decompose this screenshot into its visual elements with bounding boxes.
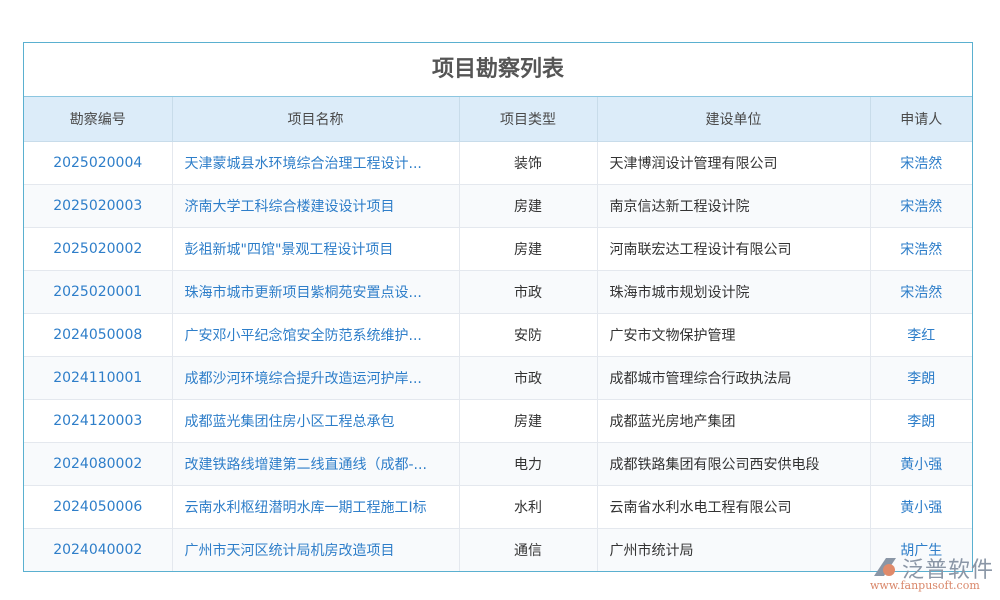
builder: 河南联宏达工程设计有限公司 xyxy=(597,227,871,271)
applicant[interactable]: 黄小强 xyxy=(870,485,972,529)
builder: 南京信达新工程设计院 xyxy=(597,184,871,228)
fanpusoft-logo: 泛普软件 www.fanpusoft.com xyxy=(868,552,996,596)
applicant[interactable]: 李朗 xyxy=(870,399,972,443)
project-name-link[interactable]: 成都蓝光集团住房小区工程总承包 xyxy=(172,399,460,443)
applicant[interactable]: 宋浩然 xyxy=(870,270,972,314)
project-type: 房建 xyxy=(459,227,598,271)
project-type: 安防 xyxy=(459,313,598,357)
survey-table: 勘察编号 项目名称 项目类型 建设单位 申请人 2025020004 天津蒙城县水环境综合… xyxy=(24,97,972,571)
applicant[interactable]: 宋浩然 xyxy=(870,227,972,271)
table-row: 2024080002 改建铁路线增建第二线直通线（成都-... 电力 成都铁路集团有限… xyxy=(24,442,972,486)
project-name-link[interactable]: 改建铁路线增建第二线直通线（成都-... xyxy=(172,442,460,486)
survey-id[interactable]: 2024120003 xyxy=(24,399,173,443)
col-applicant-header: 申请人 xyxy=(870,97,972,142)
applicant[interactable]: 宋浩然 xyxy=(870,141,972,185)
project-type: 市政 xyxy=(459,356,598,400)
project-name-link[interactable]: 广安邓小平纪念馆安全防范系统维护... xyxy=(172,313,460,357)
project-type: 市政 xyxy=(459,270,598,314)
col-project-type-header: 项目类型 xyxy=(459,97,598,142)
survey-id[interactable]: 2024050006 xyxy=(24,485,173,529)
survey-id[interactable]: 2024110001 xyxy=(24,356,173,400)
project-name-link[interactable]: 广州市天河区统计局机房改造项目 xyxy=(172,528,460,571)
builder: 成都城市管理综合行政执法局 xyxy=(597,356,871,400)
table-row: 2024050006 云南水利枢纽潜明水库一期工程施工I标 水利 云南省水利水电工程有… xyxy=(24,485,972,529)
survey-id[interactable]: 2024080002 xyxy=(24,442,173,486)
table-row: 2024110001 成都沙河环境综合提升改造运河护岸... 市政 成都城市管理综合行… xyxy=(24,356,972,400)
survey-id[interactable]: 2025020003 xyxy=(24,184,173,228)
builder: 云南省水利水电工程有限公司 xyxy=(597,485,871,529)
builder: 珠海市城市规划设计院 xyxy=(597,270,871,314)
project-name-link[interactable]: 天津蒙城县水环境综合治理工程设计... xyxy=(172,141,460,185)
col-survey-id-header: 勘察编号 xyxy=(24,97,173,142)
applicant[interactable]: 李朗 xyxy=(870,356,972,400)
survey-id[interactable]: 2025020002 xyxy=(24,227,173,271)
project-type: 装饰 xyxy=(459,141,598,185)
builder: 广安市文物保护管理 xyxy=(597,313,871,357)
project-type: 房建 xyxy=(459,399,598,443)
table-row: 2025020003 济南大学工科综合楼建设设计项目 房建 南京信达新工程设计院 宋浩然 xyxy=(24,184,972,228)
table-row: 2024120003 成都蓝光集团住房小区工程总承包 房建 成都蓝光房地产集团 李朗 xyxy=(24,399,972,443)
survey-list-panel: 项目勘察列表 勘察编号 项目名称 项目类型 建设单位 申请人 2025020004 天津蒙… xyxy=(23,42,973,572)
col-builder-header: 建设单位 xyxy=(597,97,871,142)
survey-id[interactable]: 2025020004 xyxy=(24,141,173,185)
table-row: 2025020002 彭祖新城"四馆"景观工程设计项目 房建 河南联宏达工程设计有限公… xyxy=(24,227,972,271)
table-row: 2025020004 天津蒙城县水环境综合治理工程设计... 装饰 天津博润设计管理有… xyxy=(24,141,972,185)
project-name-link[interactable]: 彭祖新城"四馆"景观工程设计项目 xyxy=(172,227,460,271)
applicant[interactable]: 黄小强 xyxy=(870,442,972,486)
project-type: 房建 xyxy=(459,184,598,228)
project-name-link[interactable]: 济南大学工科综合楼建设设计项目 xyxy=(172,184,460,228)
project-name-link[interactable]: 成都沙河环境综合提升改造运河护岸... xyxy=(172,356,460,400)
logo-url: www.fanpusoft.com xyxy=(870,579,980,592)
survey-id[interactable]: 2024040002 xyxy=(24,528,173,571)
applicant[interactable]: 宋浩然 xyxy=(870,184,972,228)
logo-name: 泛普软件 xyxy=(902,558,995,583)
project-type: 通信 xyxy=(459,528,598,571)
table-row: 2024050008 广安邓小平纪念馆安全防范系统维护... 安防 广安市文物保护管理… xyxy=(24,313,972,357)
survey-id[interactable]: 2025020001 xyxy=(24,270,173,314)
builder: 成都蓝光房地产集团 xyxy=(597,399,871,443)
applicant[interactable]: 李红 xyxy=(870,313,972,357)
col-project-name-header: 项目名称 xyxy=(172,97,460,142)
project-type: 电力 xyxy=(459,442,598,486)
builder: 成都铁路集团有限公司西安供电段 xyxy=(597,442,871,486)
project-type: 水利 xyxy=(459,485,598,529)
builder: 广州市统计局 xyxy=(597,528,871,571)
table-row: 2024040002 广州市天河区统计局机房改造项目 通信 广州市统计局 胡广生 xyxy=(24,528,972,571)
project-name-link[interactable]: 珠海市城市更新项目紫桐苑安置点设... xyxy=(172,270,460,314)
logo-mark-icon xyxy=(874,558,896,576)
builder: 天津博润设计管理有限公司 xyxy=(597,141,871,185)
table-row: 2025020001 珠海市城市更新项目紫桐苑安置点设... 市政 珠海市城市规划设计… xyxy=(24,270,972,314)
survey-id[interactable]: 2024050008 xyxy=(24,313,173,357)
project-name-link[interactable]: 云南水利枢纽潜明水库一期工程施工I标 xyxy=(172,485,460,529)
page-title: 项目勘察列表 xyxy=(24,43,972,97)
